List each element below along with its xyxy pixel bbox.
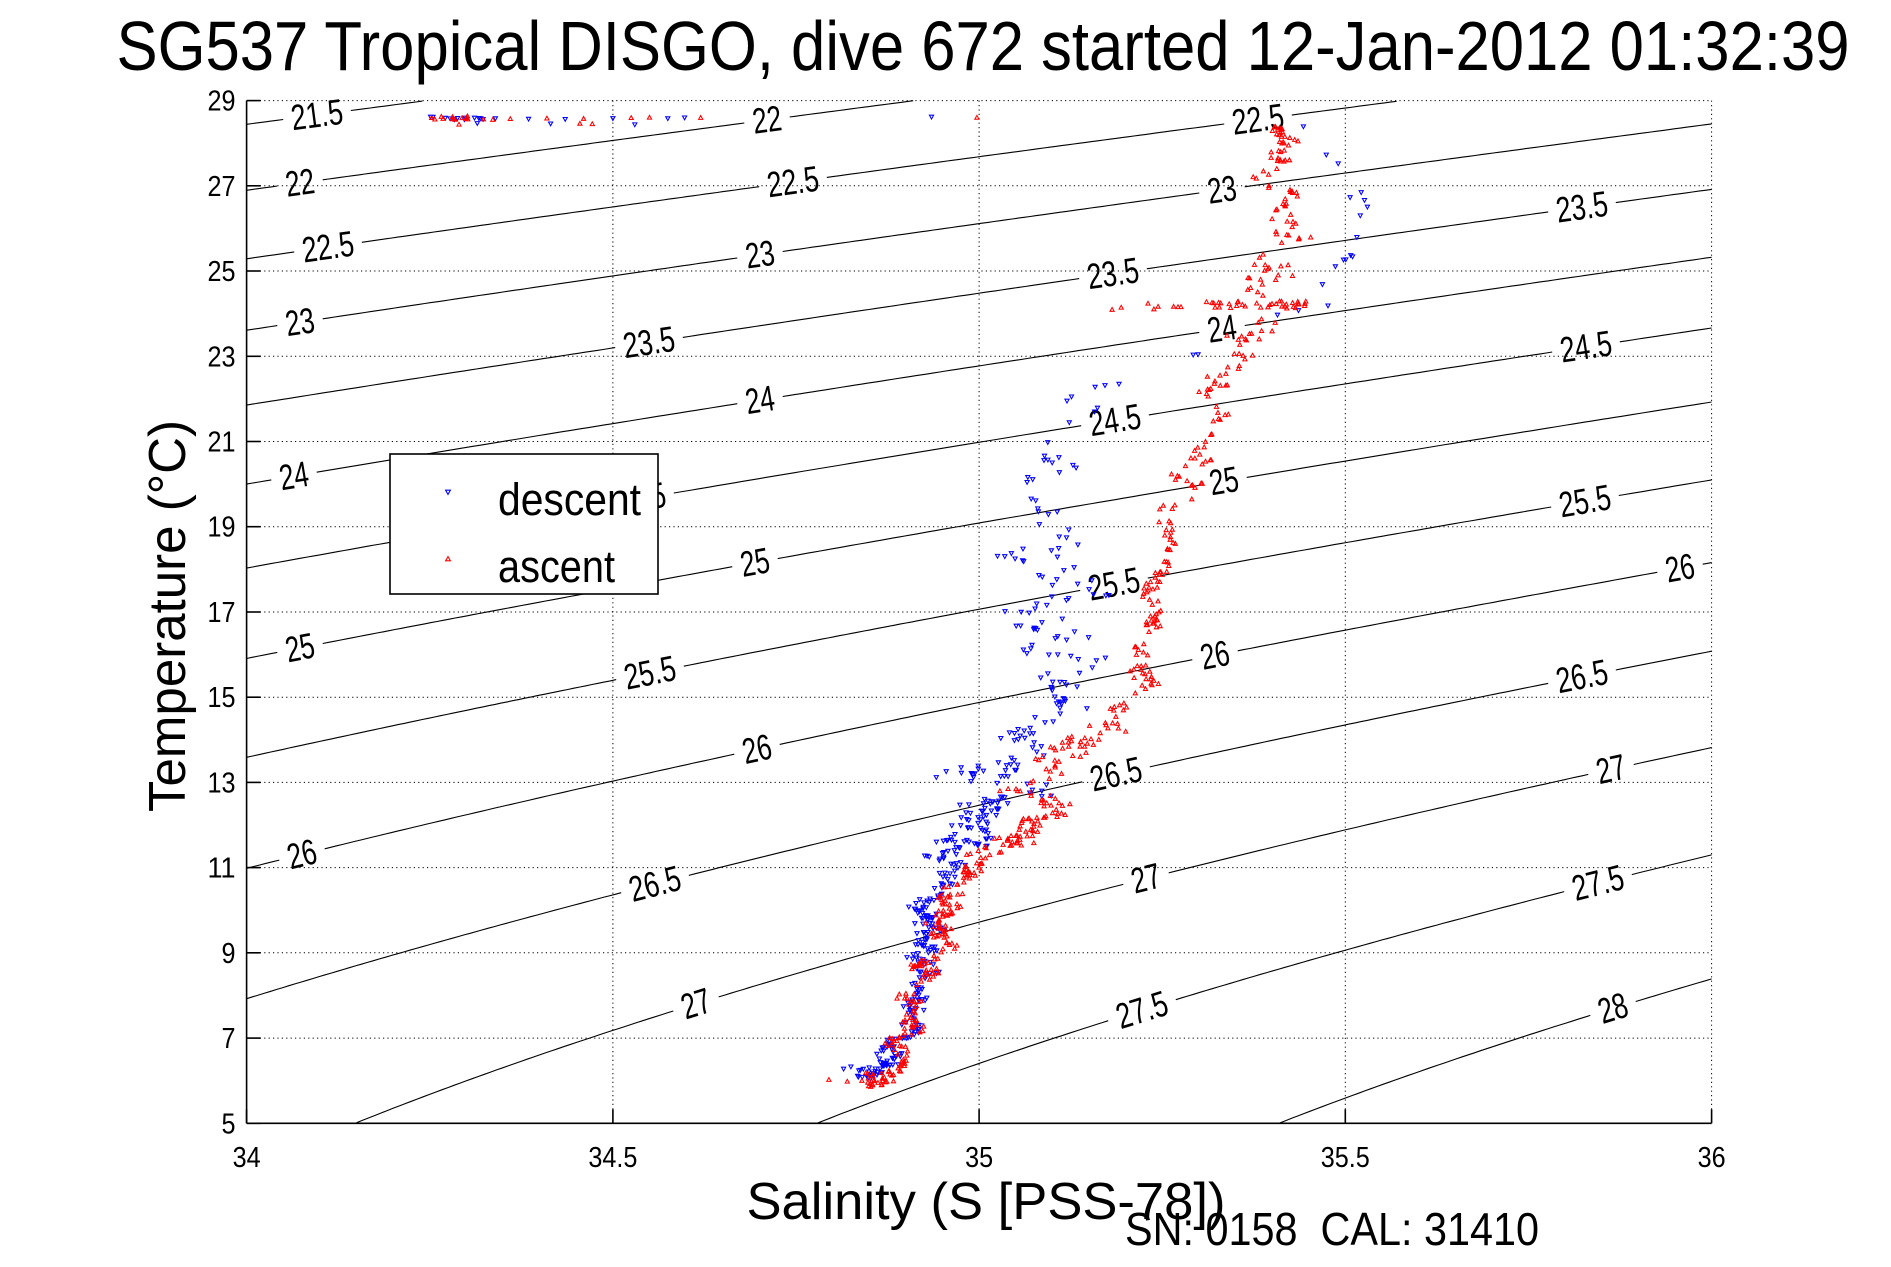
svg-text:35: 35 — [965, 1142, 993, 1174]
svg-text:Salinity (S [PSS-78]): Salinity (S [PSS-78]) — [747, 1173, 1226, 1231]
svg-text:21: 21 — [208, 427, 236, 459]
svg-text:22.5: 22.5 — [299, 223, 356, 271]
svg-text:23: 23 — [208, 341, 236, 373]
svg-text:9: 9 — [222, 938, 236, 970]
svg-text:22.5: 22.5 — [764, 158, 821, 206]
svg-text:22: 22 — [283, 160, 317, 205]
svg-text:ascent: ascent — [498, 541, 615, 592]
svg-text:5: 5 — [222, 1108, 236, 1140]
svg-text:23: 23 — [743, 232, 778, 277]
svg-text:Temperature (°C): Temperature (°C) — [139, 420, 197, 812]
svg-text:23.5: 23.5 — [620, 318, 678, 366]
svg-text:24: 24 — [742, 377, 777, 422]
svg-text:34.5: 34.5 — [588, 1142, 637, 1174]
svg-text:25: 25 — [1206, 458, 1241, 503]
svg-text:23.5: 23.5 — [1084, 249, 1141, 297]
svg-text:17: 17 — [208, 597, 236, 629]
svg-text:26: 26 — [1662, 545, 1698, 590]
svg-text:27: 27 — [208, 171, 236, 203]
svg-text:19: 19 — [208, 512, 236, 544]
svg-text:25.5: 25.5 — [1556, 476, 1614, 525]
svg-text:35.5: 35.5 — [1321, 1142, 1370, 1174]
svg-text:21.5: 21.5 — [288, 91, 345, 138]
svg-text:29: 29 — [208, 86, 236, 118]
svg-text:24: 24 — [1205, 306, 1240, 351]
svg-text:25.5: 25.5 — [620, 647, 679, 697]
svg-text:descent: descent — [498, 474, 641, 525]
svg-text:SN: 0158 CAL: 31410: SN: 0158 CAL: 31410 — [1125, 1203, 1539, 1255]
svg-text:36: 36 — [1698, 1142, 1726, 1174]
svg-text:24.5: 24.5 — [1086, 395, 1144, 444]
svg-text:22.5: 22.5 — [1229, 95, 1286, 142]
svg-text:11: 11 — [208, 853, 236, 885]
svg-text:34: 34 — [233, 1142, 261, 1174]
svg-text:23: 23 — [283, 299, 318, 344]
svg-text:22: 22 — [750, 97, 784, 141]
svg-text:23.5: 23.5 — [1553, 183, 1610, 231]
svg-text:7: 7 — [222, 1023, 236, 1055]
svg-text:13: 13 — [208, 767, 236, 799]
svg-text:SG537 Tropical DISGO, dive 672: SG537 Tropical DISGO, dive 672 started 1… — [117, 7, 1850, 85]
svg-text:24.5: 24.5 — [1557, 322, 1615, 370]
svg-text:15: 15 — [208, 682, 236, 714]
svg-text:25: 25 — [208, 256, 236, 288]
svg-text:23: 23 — [1205, 167, 1239, 212]
svg-text:25.5: 25.5 — [1085, 559, 1144, 609]
svg-text:24: 24 — [276, 453, 311, 498]
svg-text:25: 25 — [737, 539, 773, 584]
svg-text:26.5: 26.5 — [1552, 651, 1611, 701]
